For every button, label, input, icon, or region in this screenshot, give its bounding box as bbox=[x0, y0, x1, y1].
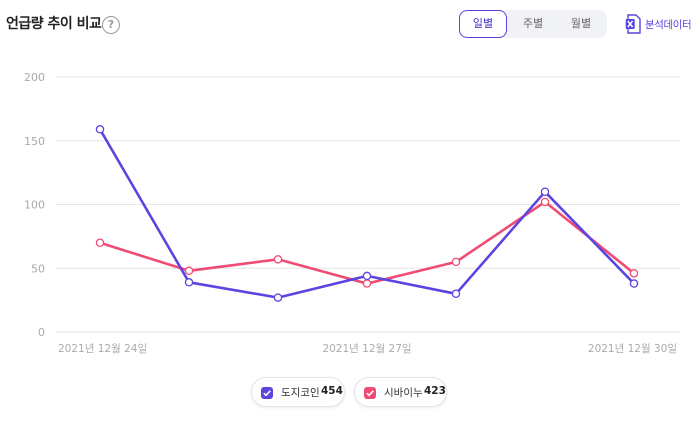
data-point[interactable] bbox=[95, 238, 105, 247]
legend-series-name: 시바이누 bbox=[384, 387, 423, 399]
period-tabs: 일별 주별 월별 bbox=[459, 10, 607, 38]
tab-daily[interactable]: 일별 bbox=[459, 10, 507, 38]
data-point[interactable] bbox=[95, 125, 105, 134]
tab-monthly[interactable]: 월별 bbox=[570, 17, 592, 30]
data-point[interactable] bbox=[629, 269, 639, 278]
y-axis: 0 50 100 150 200 bbox=[24, 71, 45, 339]
chart-header: 언급량 추이 비교 ? 일별 주별 월별 분석데이터 bbox=[0, 0, 700, 50]
data-point[interactable] bbox=[540, 187, 550, 196]
data-point[interactable] bbox=[362, 271, 372, 281]
data-point[interactable] bbox=[362, 279, 372, 288]
legend-series-name: 도지코인 bbox=[281, 387, 320, 399]
chart-legend: 도지코인 454 시바이누 423 bbox=[0, 377, 700, 409]
legend-item-dogecoin[interactable]: 도지코인 454 bbox=[251, 377, 345, 407]
data-point[interactable] bbox=[629, 279, 639, 288]
x-tick-label: 2021년 12월 30일 bbox=[588, 342, 677, 355]
x-tick-label: 2021년 12월 27일 bbox=[322, 342, 411, 355]
legend-series-total: 423 bbox=[424, 385, 446, 397]
help-icon[interactable]: ? bbox=[102, 16, 120, 34]
tab-weekly[interactable]: 주별 bbox=[522, 17, 544, 30]
legend-item-shibainu[interactable]: 시바이누 423 bbox=[354, 377, 447, 407]
grid-lines bbox=[56, 76, 680, 333]
x-axis: 2021년 12월 24일 2021년 12월 27일 2021년 12월 30일 bbox=[58, 342, 677, 355]
y-tick-label: 100 bbox=[24, 199, 45, 212]
x-tick-label: 2021년 12월 24일 bbox=[58, 342, 147, 355]
series-lines bbox=[95, 125, 639, 302]
y-tick-label: 200 bbox=[24, 71, 45, 84]
data-point[interactable] bbox=[184, 266, 194, 276]
data-point[interactable] bbox=[273, 293, 283, 302]
legend-series-total: 454 bbox=[321, 385, 343, 397]
data-point[interactable] bbox=[184, 278, 194, 287]
excel-file-icon bbox=[625, 14, 641, 34]
data-point[interactable] bbox=[451, 289, 461, 298]
data-point[interactable] bbox=[273, 255, 283, 264]
y-tick-label: 50 bbox=[31, 262, 45, 275]
page-title: 언급량 추이 비교 bbox=[6, 16, 102, 32]
checkbox-checked-icon bbox=[364, 387, 376, 399]
y-tick-label: 0 bbox=[38, 326, 45, 339]
series-line-2 bbox=[98, 200, 636, 285]
data-point[interactable] bbox=[540, 197, 550, 207]
data-point[interactable] bbox=[451, 257, 461, 267]
checkbox-checked-icon bbox=[261, 387, 273, 399]
export-label: 분석데이터 bbox=[645, 19, 692, 31]
y-tick-label: 150 bbox=[24, 135, 45, 148]
